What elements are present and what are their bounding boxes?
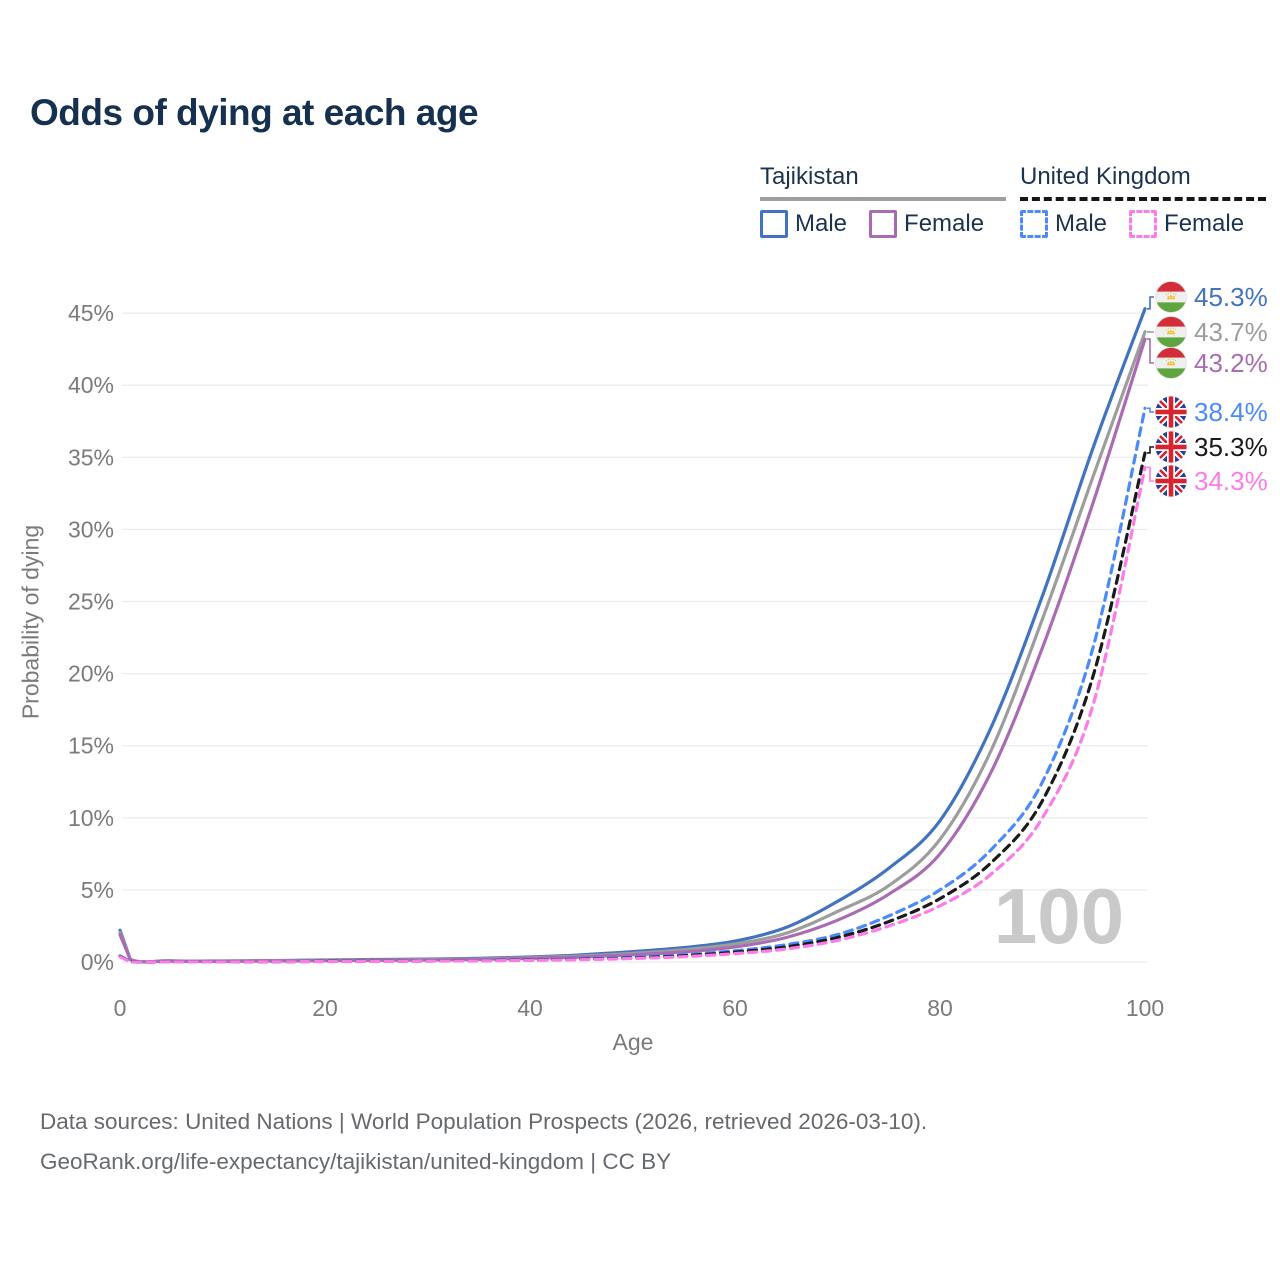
legend-item-uk-male[interactable]: Male bbox=[1020, 210, 1107, 238]
legend-item-uk-female[interactable]: Female bbox=[1129, 210, 1244, 238]
uk-male-swatch-icon bbox=[1020, 210, 1048, 238]
uk-flag-icon bbox=[1155, 465, 1187, 497]
y-tick-label: 0% bbox=[81, 949, 114, 975]
x-tick-label: 60 bbox=[722, 995, 748, 1021]
end-value-label: 43.2% bbox=[1194, 347, 1268, 378]
x-axis-ticks: 0 20 40 60 80 100 bbox=[114, 995, 1165, 1021]
x-tick-label: 100 bbox=[1126, 995, 1164, 1021]
data-sources-text: Data sources: United Nations | World Pop… bbox=[40, 1109, 928, 1134]
legend-group-united-kingdom: United Kingdom Male Female bbox=[1020, 163, 1267, 238]
end-value-label: 43.7% bbox=[1194, 316, 1268, 347]
end-label-tj_male: 45.3% bbox=[1155, 281, 1268, 313]
tajikistan-female-swatch-icon bbox=[869, 210, 898, 238]
legend-dashed-line-sample bbox=[1020, 197, 1267, 201]
tajikistan-flag-icon bbox=[1155, 281, 1187, 313]
legend-label-male: Male bbox=[1055, 210, 1108, 237]
series-line-tj_male bbox=[118, 307, 1147, 964]
legend-label-female: Female bbox=[1164, 210, 1245, 237]
y-tick-label: 15% bbox=[68, 733, 114, 759]
x-tick-label: 0 bbox=[114, 995, 127, 1021]
tajikistan-flag-icon bbox=[1155, 316, 1187, 348]
y-tick-label: 20% bbox=[68, 661, 114, 687]
uk-flag-icon bbox=[1155, 396, 1187, 428]
end-value-label: 34.3% bbox=[1194, 465, 1268, 496]
end-label-tj_both: 43.7% bbox=[1155, 316, 1268, 348]
end-label-leader bbox=[1147, 466, 1154, 482]
y-tick-label: 40% bbox=[68, 372, 114, 398]
y-tick-label: 30% bbox=[68, 516, 114, 542]
y-tick-label: 25% bbox=[68, 589, 114, 615]
legend-label-female: Female bbox=[904, 210, 985, 237]
y-tick-label: 35% bbox=[68, 444, 114, 470]
y-tick-label: 10% bbox=[68, 805, 114, 831]
series-line-tj_female bbox=[118, 337, 1147, 964]
legend-item-tajikistan-male[interactable]: Male bbox=[760, 210, 847, 238]
end-label-leader bbox=[1147, 338, 1154, 364]
legend-title-tajikistan: Tajikistan bbox=[760, 163, 859, 190]
end-label-uk_both: 35.3% bbox=[1155, 431, 1268, 463]
legend-solid-line-sample bbox=[760, 197, 1007, 201]
gridlines: 0% 5% 10% 15% 20% 25% 30% 35% 40% 45% bbox=[68, 300, 1148, 975]
end-label-leader bbox=[1147, 446, 1154, 454]
end-label-leader bbox=[1147, 296, 1154, 310]
end-value-label: 35.3% bbox=[1194, 431, 1268, 462]
uk-flag-icon bbox=[1155, 431, 1187, 463]
tajikistan-flag-icon bbox=[1155, 347, 1187, 379]
legend-item-tajikistan-female[interactable]: Female bbox=[869, 210, 984, 238]
end-label-leader bbox=[1147, 407, 1154, 413]
legend-title-united-kingdom: United Kingdom bbox=[1020, 163, 1191, 190]
series-line-uk_male bbox=[118, 406, 1147, 964]
end-label-uk_female: 34.3% bbox=[1155, 465, 1268, 497]
uk-female-swatch-icon bbox=[1129, 210, 1158, 238]
page-title: Odds of dying at each age bbox=[30, 92, 479, 133]
x-axis-title: Age bbox=[612, 1029, 654, 1055]
tajikistan-male-swatch-icon bbox=[760, 210, 788, 238]
end-label-tj_female: 43.2% bbox=[1155, 347, 1268, 379]
end-value-label: 45.3% bbox=[1194, 281, 1268, 312]
legend-group-tajikistan: Tajikistan Male Female bbox=[760, 163, 1007, 238]
end-value-label: 38.4% bbox=[1194, 396, 1268, 427]
x-tick-label: 40 bbox=[517, 995, 543, 1021]
y-axis-title: Probability of dying bbox=[17, 524, 44, 720]
y-tick-label: 5% bbox=[81, 877, 114, 903]
legend-label-male: Male bbox=[795, 210, 848, 237]
series-line-tj_both bbox=[118, 330, 1147, 964]
end-label-uk_male: 38.4% bbox=[1155, 396, 1268, 428]
watermark-age-100: 100 bbox=[994, 872, 1124, 960]
x-tick-label: 80 bbox=[927, 995, 953, 1021]
x-tick-label: 20 bbox=[312, 995, 338, 1021]
attribution-text: GeoRank.org/life-expectancy/tajikistan/u… bbox=[40, 1149, 672, 1174]
series-line-uk_female bbox=[118, 465, 1147, 964]
y-tick-label: 45% bbox=[68, 300, 114, 326]
